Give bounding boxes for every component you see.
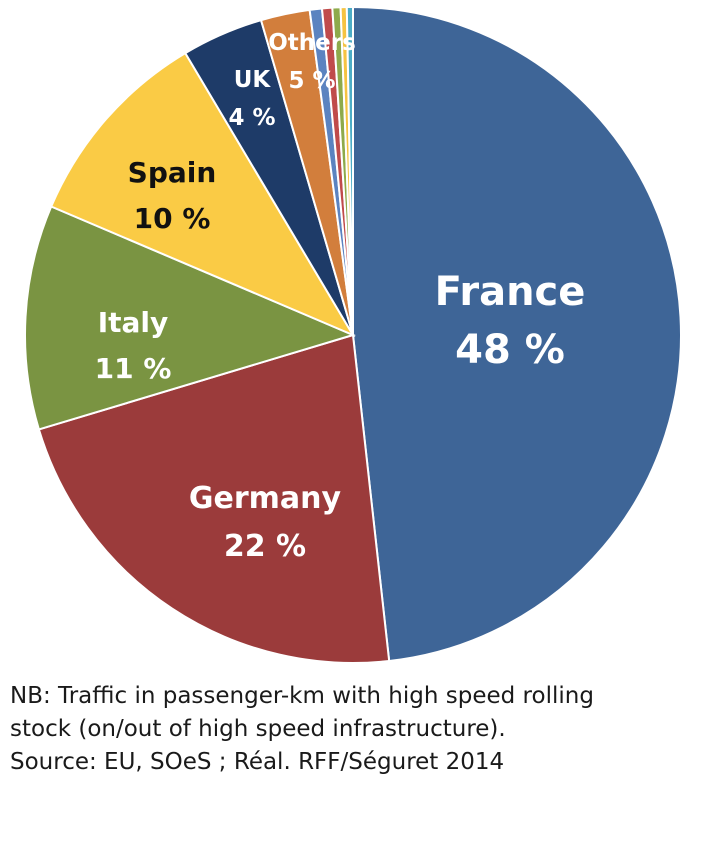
pie-slice-france — [352, 5, 682, 663]
slice-name-uk: UK — [234, 67, 272, 93]
slice-name-germany: Germany — [189, 481, 342, 516]
slice-value-italy: 11 % — [95, 352, 172, 385]
slice-name-spain: Spain — [128, 156, 217, 189]
slice-value-france: 48 % — [455, 327, 565, 373]
pie-slice-spain — [49, 51, 356, 338]
note-line-1: NB: Traffic in passenger-km with high sp… — [10, 683, 594, 709]
pie-chart: France 48 % Germany 22 % Italy 11 % Spain 10 % U… — [24, 5, 682, 664]
pie-slice-italy — [24, 205, 356, 431]
pie-labels: France 48 % Germany 22 % Italy 11 % Spain 10 % U… — [95, 30, 586, 564]
slice-name-others: Others — [268, 30, 356, 56]
slice-value-uk: 4 % — [228, 105, 275, 131]
pie-slice-germany — [37, 333, 391, 664]
slice-name-italy: Italy — [98, 306, 169, 339]
pie-slice-minor-10 — [345, 5, 354, 336]
slice-name-france: France — [435, 269, 586, 315]
note-line-3: Source: EU, SOeS ; Réal. RFF/Séguret 201… — [10, 749, 505, 775]
note-line-2: stock (on/out of high speed infrastructu… — [10, 716, 506, 742]
pie-slices — [24, 5, 682, 664]
pie-chart-svg: France 48 % Germany 22 % Italy 11 % Spain 10 % U… — [24, 5, 682, 664]
chart-note: NB: Traffic in passenger-km with high sp… — [10, 680, 700, 779]
slice-value-spain: 10 % — [134, 202, 211, 235]
slice-value-others: 5 % — [288, 68, 335, 94]
slice-value-germany: 22 % — [224, 529, 306, 564]
